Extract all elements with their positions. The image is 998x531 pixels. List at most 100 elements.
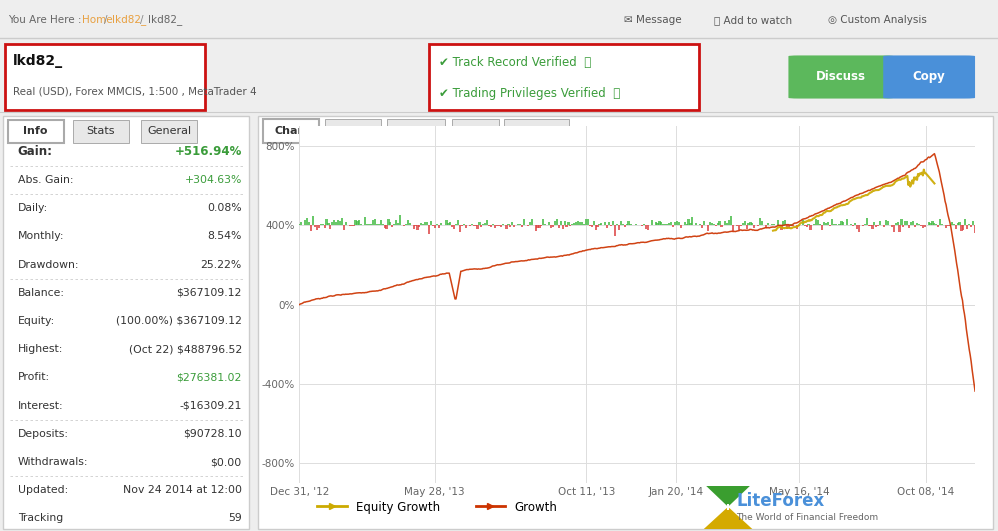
Bar xyxy=(395,220,397,225)
Bar xyxy=(688,219,690,225)
Bar xyxy=(308,222,310,225)
Bar xyxy=(542,219,544,225)
Bar xyxy=(641,225,643,226)
Bar xyxy=(451,225,453,227)
Bar xyxy=(668,223,671,225)
Bar xyxy=(850,224,852,225)
Bar xyxy=(832,224,834,225)
Bar xyxy=(766,223,769,225)
Text: (100.00%) $367109.12: (100.00%) $367109.12 xyxy=(116,316,242,326)
Bar xyxy=(538,225,541,228)
Bar xyxy=(595,225,597,230)
Bar xyxy=(807,224,809,225)
FancyBboxPatch shape xyxy=(3,116,250,529)
Bar xyxy=(738,225,740,230)
Bar xyxy=(659,221,661,225)
Bar xyxy=(350,225,352,226)
Bar xyxy=(929,223,931,225)
Bar xyxy=(628,221,630,225)
Bar xyxy=(436,224,438,225)
Text: Copy: Copy xyxy=(913,71,945,83)
Bar xyxy=(780,225,782,230)
Bar xyxy=(788,225,790,228)
Bar xyxy=(319,224,321,225)
Bar xyxy=(317,225,319,228)
Bar xyxy=(891,225,893,227)
Bar xyxy=(678,222,680,225)
Bar xyxy=(457,220,459,225)
Bar xyxy=(856,225,858,229)
Bar xyxy=(792,225,794,226)
Bar xyxy=(887,221,889,225)
Bar xyxy=(883,225,885,227)
Bar xyxy=(573,222,576,225)
Bar xyxy=(898,225,900,232)
Bar xyxy=(892,225,895,233)
Bar xyxy=(962,225,964,230)
Bar xyxy=(873,222,875,225)
Bar xyxy=(645,225,647,229)
Text: Profit: Profit xyxy=(461,126,490,136)
Text: You Are Here :: You Are Here : xyxy=(8,15,82,25)
Bar xyxy=(894,223,897,225)
Bar xyxy=(488,225,490,226)
Bar xyxy=(858,225,860,232)
Text: Profit:: Profit: xyxy=(18,372,50,382)
Bar xyxy=(931,221,933,225)
Bar xyxy=(699,224,702,225)
Bar xyxy=(801,220,803,225)
Bar xyxy=(331,222,333,225)
Bar xyxy=(651,220,653,225)
FancyBboxPatch shape xyxy=(788,55,893,99)
Bar xyxy=(707,225,709,231)
Bar xyxy=(593,221,595,225)
Bar xyxy=(432,225,434,226)
Bar xyxy=(399,215,401,225)
Bar xyxy=(614,225,616,236)
Bar xyxy=(643,224,645,225)
Bar xyxy=(455,224,457,225)
Bar xyxy=(761,221,763,225)
Bar xyxy=(945,225,947,228)
Bar xyxy=(686,224,688,225)
Bar xyxy=(974,225,976,234)
Bar xyxy=(784,220,786,225)
Bar xyxy=(604,222,607,225)
Bar xyxy=(753,225,755,228)
Bar xyxy=(560,221,562,225)
FancyBboxPatch shape xyxy=(387,119,445,143)
Bar xyxy=(958,222,961,225)
Bar xyxy=(476,225,479,229)
Text: Export: Export xyxy=(923,126,958,136)
Bar xyxy=(947,225,949,226)
Text: ▼: ▼ xyxy=(949,127,955,136)
Text: General: General xyxy=(147,126,192,136)
Bar xyxy=(606,225,608,228)
Bar xyxy=(970,225,972,227)
Text: Drawdown: Drawdown xyxy=(507,126,566,136)
Bar xyxy=(327,223,329,225)
Bar xyxy=(391,225,393,227)
Bar xyxy=(449,222,451,225)
Bar xyxy=(601,223,603,225)
Text: Withdrawals:: Withdrawals: xyxy=(18,457,88,467)
Bar xyxy=(343,225,345,229)
Bar xyxy=(329,225,331,229)
Bar xyxy=(941,224,943,225)
Bar xyxy=(461,225,463,226)
Text: Interest:: Interest: xyxy=(18,400,64,410)
Bar xyxy=(325,219,327,225)
Bar xyxy=(846,219,848,225)
Bar xyxy=(403,225,405,226)
Text: Stats: Stats xyxy=(86,126,115,136)
Bar xyxy=(589,225,591,226)
Bar xyxy=(527,225,529,226)
Bar xyxy=(711,223,713,225)
Bar xyxy=(585,219,587,225)
Text: (Oct 22) $488796.52: (Oct 22) $488796.52 xyxy=(129,344,242,354)
Text: Balance:: Balance: xyxy=(18,288,65,298)
Bar xyxy=(513,225,515,227)
Text: Highest:: Highest: xyxy=(18,344,63,354)
Bar xyxy=(306,218,308,225)
FancyBboxPatch shape xyxy=(263,119,319,143)
